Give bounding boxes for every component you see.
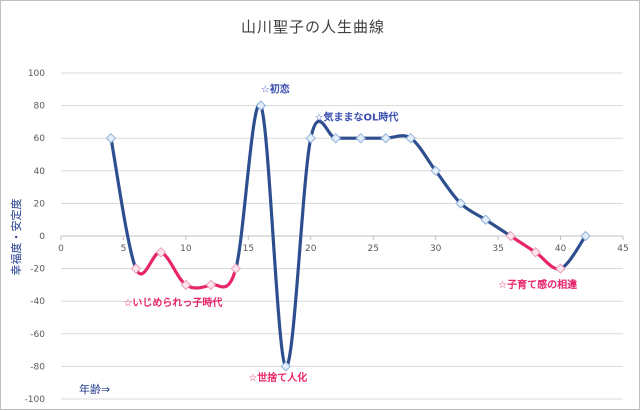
x-tick-label: 40 xyxy=(555,244,567,254)
y-tick-label: -20 xyxy=(30,265,45,275)
annotation-label: ☆初恋 xyxy=(261,83,290,96)
data-point xyxy=(480,214,491,225)
data-point xyxy=(580,230,591,242)
y-tick-label: -40 xyxy=(30,297,45,307)
y-tick-label: -60 xyxy=(30,330,45,340)
x-tick-label: 25 xyxy=(367,244,378,254)
series-line-segment xyxy=(434,169,463,205)
series-line-segment xyxy=(109,136,138,271)
chart-title: 山川聖子の人生曲線 xyxy=(241,18,385,36)
annotation-label: ☆気ままなOL時代 xyxy=(315,110,399,123)
data-point xyxy=(130,263,142,274)
y-tick-label: -80 xyxy=(30,362,45,372)
data-point xyxy=(355,132,366,144)
annotation-label: ☆世捨て人化 xyxy=(248,371,307,384)
x-tick-label: 15 xyxy=(243,244,254,254)
y-tick-label: -100 xyxy=(25,395,46,405)
data-point xyxy=(380,132,391,144)
x-tick-label: 20 xyxy=(305,244,317,254)
series-line-segment xyxy=(309,119,338,140)
series-line-segment xyxy=(459,201,488,222)
data-point xyxy=(555,263,566,274)
y-tick-label: 60 xyxy=(34,134,46,144)
axes xyxy=(60,235,624,240)
series-line-segment xyxy=(409,136,438,173)
data-point xyxy=(305,132,316,144)
x-tick-label: 30 xyxy=(430,244,442,254)
annotation-label: ☆いじめられっ子時代 xyxy=(123,296,222,309)
x-tick-label: 5 xyxy=(121,244,127,254)
y-tick-label: 0 xyxy=(39,232,45,242)
data-point xyxy=(430,165,441,177)
series-line-segment xyxy=(533,250,563,271)
data-point xyxy=(505,230,516,242)
x-tick-label: 35 xyxy=(492,244,503,254)
data-point xyxy=(255,100,267,111)
data-point xyxy=(455,198,466,209)
data-point xyxy=(280,361,292,372)
data-point xyxy=(205,279,217,291)
annotation-label: ☆子育て感の相違 xyxy=(498,278,577,291)
data-point xyxy=(230,263,242,274)
y-tick-label: 100 xyxy=(28,69,45,79)
y-tick-label: 80 xyxy=(34,102,46,112)
y-axis-label: 幸福度・安定度 xyxy=(9,199,23,276)
series-line-segment xyxy=(134,250,163,276)
data-point xyxy=(180,279,192,291)
series-line-segment xyxy=(259,104,288,368)
x-axis-label: 年齢⇒ xyxy=(79,382,110,396)
annotations: ☆初恋 ☆気ままなOL時代 ☆いじめられっ子時代 ☆世捨て人化 ☆子育て感の相違 xyxy=(123,83,577,385)
y-tick-label: 40 xyxy=(34,167,46,177)
data-points xyxy=(105,100,591,372)
y-tick-label: 20 xyxy=(34,199,46,209)
x-tick-label: 0 xyxy=(58,244,64,254)
data-point xyxy=(330,132,341,144)
series-line-segment xyxy=(484,218,513,238)
series-line-segment xyxy=(509,234,538,254)
x-tick-label: 10 xyxy=(180,244,192,254)
data-point xyxy=(405,132,416,144)
tick-labels: -100 -80 -60 -40 -20 0 20 40 60 80 100 0 5 10 15 20 25 30… xyxy=(25,69,629,405)
data-point xyxy=(105,132,117,144)
x-tick-label: 45 xyxy=(617,244,628,254)
data-point xyxy=(155,247,167,258)
series-line-segment xyxy=(284,136,313,369)
data-point xyxy=(530,247,541,258)
